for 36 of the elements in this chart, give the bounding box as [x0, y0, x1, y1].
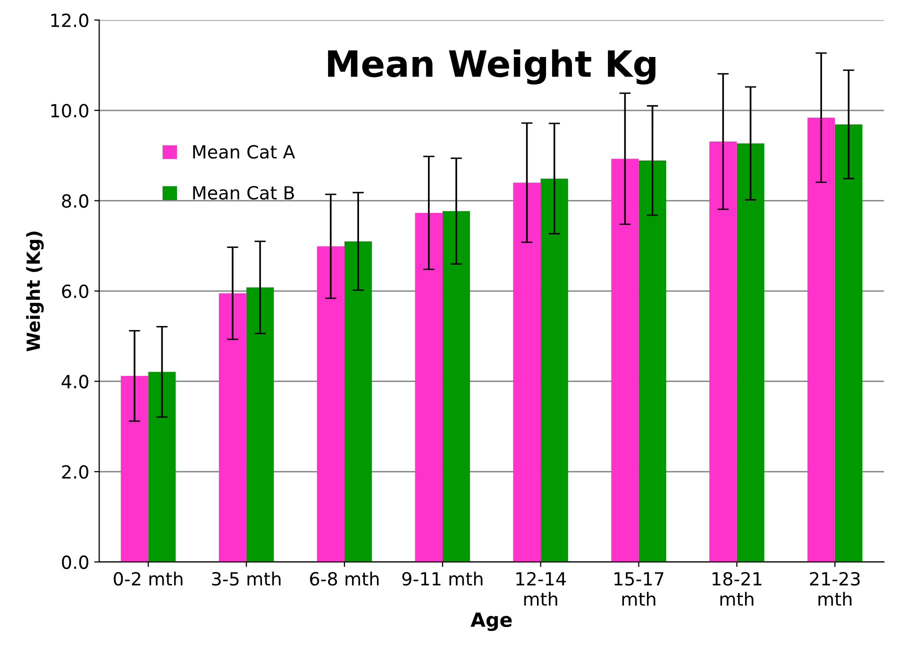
bar [540, 178, 568, 562]
y-tick-label: 12.0 [51, 14, 88, 28]
text: Mean Weight Kg [328, 49, 656, 85]
bar [611, 158, 639, 562]
x-tick-label: 0-2 mth [114, 572, 182, 586]
x-tick-label: 9-11 mth [402, 572, 482, 586]
bar [316, 246, 344, 562]
bar [834, 124, 862, 562]
bar [344, 241, 372, 562]
legend-label: Mean Cat A [193, 145, 296, 159]
bar [218, 293, 246, 562]
y-tick-label: 0.0 [62, 555, 88, 570]
x-tick-label: 21-23 mth [810, 572, 860, 606]
bar [246, 287, 274, 562]
bar [415, 212, 443, 562]
bar [709, 142, 737, 562]
bar [513, 182, 541, 562]
bar [442, 211, 470, 562]
bar [148, 372, 176, 562]
y-tick-label: 8.0 [62, 194, 88, 208]
x-tick-label: 12-14 mth [516, 572, 566, 606]
legend-label: Mean Cat B [193, 186, 294, 200]
x-tick-label: 18-21 mth [712, 572, 762, 606]
y-tick-label: 10.0 [51, 104, 88, 118]
bar [736, 143, 764, 562]
x-tick-label: 3-5 mth [212, 572, 280, 586]
x-axis-title: Age [470, 612, 512, 631]
x-tick-label: 6-8 mth [310, 572, 379, 586]
x-tick-label: 15-17 mth [614, 572, 664, 606]
y-tick-label: 6.0 [62, 284, 88, 298]
y-axis-title: Weight (Kg) [26, 232, 44, 352]
y-tick-label: 2.0 [62, 465, 88, 479]
bar [638, 160, 666, 562]
y-tick-label: 4.0 [62, 374, 88, 388]
bar [807, 118, 835, 562]
bar [120, 376, 148, 562]
